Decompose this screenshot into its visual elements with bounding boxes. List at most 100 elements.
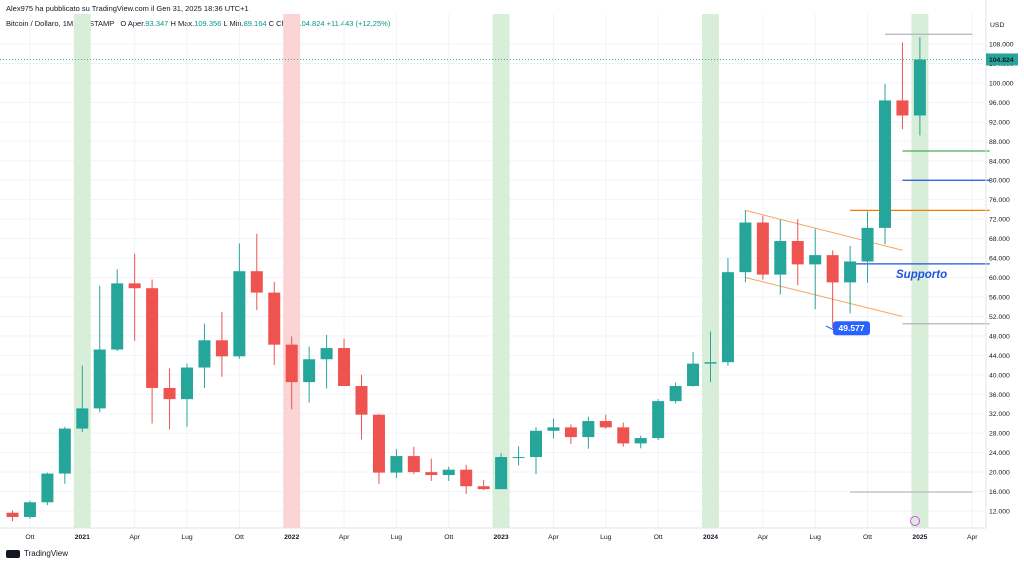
candle-body (896, 100, 909, 116)
candle-body (181, 367, 193, 400)
candle-body (809, 255, 822, 265)
candle (634, 435, 647, 449)
footer-brand: TradingView (6, 549, 68, 558)
candle-body (6, 512, 19, 517)
candle (128, 253, 141, 341)
candle (285, 336, 298, 410)
candle (215, 312, 228, 377)
candle (372, 414, 385, 484)
x-axis-tick-label: Lug (391, 534, 403, 541)
candle (268, 281, 281, 366)
candle-body (844, 261, 857, 283)
candle-body (76, 408, 89, 429)
low-label: L (223, 19, 228, 28)
candle (58, 426, 71, 484)
candle-body (93, 349, 106, 409)
candle-body (564, 427, 577, 438)
candle (250, 233, 263, 311)
vertical-band-green (702, 14, 719, 528)
y-axis-tick-label: 88.000 (989, 139, 1010, 146)
candle (721, 258, 734, 366)
candle (564, 424, 577, 444)
brand-label: TradingView (24, 549, 69, 558)
x-axis-tick-label: 2023 (494, 534, 509, 541)
x-axis-tick-label: Apr (339, 534, 350, 541)
candle-body (268, 292, 281, 345)
candle-body (303, 359, 316, 383)
candle-body (128, 283, 141, 289)
x-axis-tick-label: Apr (758, 534, 769, 541)
x-axis-tick-label: Ott (654, 534, 663, 541)
candle (390, 449, 403, 478)
candle (599, 414, 612, 429)
candle (93, 285, 106, 413)
candle (338, 338, 351, 387)
x-axis-tick-label: 2022 (284, 534, 299, 541)
candle (756, 215, 769, 280)
candle (687, 351, 700, 387)
candle (791, 219, 804, 286)
candle (477, 479, 490, 491)
x-axis-tick-label: Ott (25, 534, 34, 541)
event-marker-icon (910, 516, 920, 526)
candle-body (233, 271, 246, 357)
y-axis-tick-label: 72.000 (989, 217, 1010, 224)
x-axis-tick-label: Ott (863, 534, 872, 541)
candle-body (495, 457, 508, 490)
candle (442, 466, 455, 481)
open-value: 93.347 (145, 19, 169, 28)
candle-body (512, 457, 525, 459)
y-axis-tick-label: 84.000 (989, 158, 1010, 165)
last-price-tag-label: 104.824 (989, 57, 1014, 64)
y-axis-tick-label: 36.000 (989, 392, 1010, 399)
candle-body (285, 344, 298, 383)
change-value: +11.443 (+12,25%) (326, 19, 391, 28)
y-axis-tick-label: 100.000 (989, 80, 1014, 87)
candle-body (58, 428, 71, 474)
candle-body (320, 348, 333, 360)
candle-body (23, 502, 36, 517)
y-axis-tick-label: 76.000 (989, 197, 1010, 204)
candle-body (547, 427, 560, 431)
y-axis-tick-label: 32.000 (989, 411, 1010, 418)
x-axis-tick-label: Lug (810, 534, 822, 541)
callout-label: 49.577 (839, 323, 865, 333)
candle-body (861, 227, 874, 262)
candle (41, 472, 54, 506)
candle-body (215, 340, 228, 357)
candle (23, 500, 36, 519)
candle (739, 210, 752, 283)
y-axis-tick-label: 96.000 (989, 100, 1010, 107)
candle-body (111, 283, 124, 350)
x-axis-tick-label: Apr (129, 534, 140, 541)
high-value: 109.356 (194, 19, 222, 28)
candle-body (687, 363, 700, 387)
candle (896, 42, 909, 130)
candle (512, 446, 525, 466)
candle-body (372, 414, 385, 473)
y-axis-tick-label: 52.000 (989, 314, 1010, 321)
candle-body (582, 421, 595, 438)
high-label: H (170, 19, 176, 28)
vertical-band-green (492, 14, 510, 528)
y-axis-tick-label: 20.000 (989, 470, 1010, 477)
candle (76, 365, 89, 433)
x-axis-tick-label: Lug (600, 534, 612, 541)
y-axis-tick-label: 108.000 (989, 41, 1014, 48)
support-label: Supporto (896, 269, 947, 281)
candle (652, 399, 665, 441)
y-axis-tick-label: 80.000 (989, 178, 1010, 185)
candle (425, 458, 438, 481)
candle-body (198, 340, 211, 368)
candle-body (442, 469, 455, 476)
close-label: C (268, 19, 275, 28)
candle-body (652, 401, 665, 439)
candle (913, 37, 926, 136)
y-axis-tick-label: 60.000 (989, 275, 1010, 282)
y-axis-tick-label: 92.000 (989, 119, 1010, 126)
x-axis-tick-label: Ott (444, 534, 453, 541)
vertical-band-red (283, 14, 301, 528)
close-value: 104.824 (297, 19, 325, 28)
